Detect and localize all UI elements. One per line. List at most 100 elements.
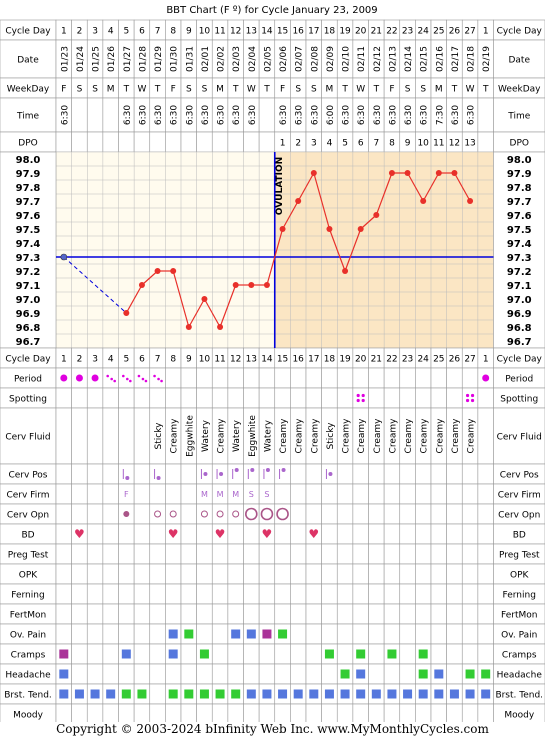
cerv_fluid-cell	[86, 407, 104, 465]
weekday-value: F	[171, 85, 176, 95]
cerv_opn-cell	[399, 503, 416, 525]
date-value: 02/06	[279, 46, 289, 72]
ov_pain-row-label: Ov. Pain	[10, 631, 46, 641]
time-row-label-right: Time	[507, 112, 530, 122]
fertmon-cell	[165, 603, 182, 625]
cramps-mark	[356, 649, 366, 659]
cerv_opn-cell	[55, 503, 72, 525]
cerv-pos-mark	[281, 468, 286, 472]
period-cell	[274, 367, 291, 389]
cycle-day-bottom-value: 8	[170, 355, 176, 365]
cerv_firm-cell	[415, 483, 432, 505]
dpo-cell	[165, 131, 182, 153]
headache-cell	[227, 663, 244, 685]
moody-cell	[368, 703, 385, 725]
temp-point	[404, 170, 411, 176]
cerv_pos-row-label-right: Cerv Pos	[500, 471, 539, 481]
ferning-cell	[149, 583, 166, 605]
y-tick-right: 97.3	[507, 253, 532, 264]
cramps-cell	[149, 643, 166, 665]
dpo-value: 6	[358, 139, 364, 149]
brst_tend-row-label: Brst. Tend.	[4, 691, 52, 701]
opk-cell	[430, 563, 447, 585]
cycle-day-value: 12	[230, 27, 241, 37]
date-value: 02/14	[404, 46, 414, 72]
preg_test-cell	[352, 543, 369, 565]
cerv-fluid-value: Sticky	[326, 422, 336, 450]
spotting-cell	[305, 387, 322, 409]
headache-cell	[305, 663, 322, 685]
cycle-day-value: 19	[339, 27, 351, 37]
time-row-label: Time	[16, 112, 39, 122]
bd-heart-mark: ♥	[262, 527, 273, 541]
date-value: 01/27	[123, 46, 133, 72]
temp-line-segment	[344, 228, 362, 272]
cerv_firm-cell	[102, 483, 119, 505]
cerv-firm-value: F	[124, 490, 129, 499]
brst_tend-mark	[434, 689, 444, 699]
headache-cell	[180, 663, 197, 685]
y-tick-left: 96.7	[16, 337, 41, 348]
headache-cell	[71, 663, 88, 685]
headache-cell	[102, 663, 119, 685]
ferning-cell	[86, 583, 104, 605]
cerv_firm-cell	[55, 483, 72, 505]
observation-rows: Sticky Creamy Eggwhite Watery Creamy Watery Eg…	[59, 374, 491, 699]
cycle-day-value: 23	[402, 27, 413, 37]
headache-cell	[274, 663, 291, 685]
fertmon-cell	[368, 603, 385, 625]
cycle-day-bottom-label-right: Cycle Day	[497, 355, 543, 365]
spotting-mark	[470, 398, 475, 403]
period-cell	[149, 367, 166, 389]
cramps-cell	[430, 643, 447, 665]
cerv-pos-mark	[250, 468, 255, 472]
cerv_firm-cell	[290, 483, 307, 505]
ov_pain-cell	[321, 623, 338, 645]
dpo-value: 2	[295, 139, 301, 149]
spotting-mark	[361, 393, 365, 398]
cramps-row-label: Cramps	[11, 651, 46, 661]
dpo-value: 9	[405, 139, 411, 149]
y-tick-right: 98.0	[507, 155, 532, 166]
opk-cell	[133, 563, 151, 585]
opk-cell	[477, 563, 494, 585]
moody-cell	[321, 703, 338, 725]
period-cell	[430, 367, 447, 389]
headache-mark	[340, 669, 350, 679]
date-value: 02/11	[357, 46, 367, 72]
weekday-value: T	[123, 85, 130, 95]
weekday-value: T	[451, 85, 458, 95]
cerv_opn-cell	[165, 503, 182, 525]
headache-row-label-right: Headache	[497, 671, 543, 681]
y-tick-right: 97.2	[507, 267, 532, 278]
period-row-label-right: Period	[505, 375, 533, 385]
bd-cell	[368, 523, 385, 545]
temp-line-segment	[375, 172, 393, 216]
time-value: 6:30	[295, 105, 305, 125]
date-value: 02/01	[201, 46, 211, 72]
moody-cell	[305, 703, 322, 725]
opk-row-label-right: OPK	[510, 571, 530, 581]
moody-cell	[258, 703, 276, 725]
period-row-label: Period	[14, 375, 42, 385]
cerv_firm-cell	[352, 483, 369, 505]
spotting-cell	[86, 387, 104, 409]
cerv_firm-cell	[149, 483, 166, 505]
cramps-row-label-right: Cramps	[502, 651, 537, 661]
temp-point	[357, 226, 364, 232]
headache-mark	[418, 669, 428, 679]
moody-cell	[180, 703, 197, 725]
time-value: 6:30	[357, 105, 367, 125]
cerv-pos-mark	[328, 472, 333, 476]
cerv_opn-cell	[415, 503, 432, 525]
cramps-mark	[199, 649, 209, 659]
preg_test-cell	[321, 543, 338, 565]
cycle-day-bottom-value: 13	[246, 355, 257, 365]
brst_tend-mark	[293, 689, 303, 699]
temp-point	[263, 282, 270, 288]
date-value: 02/17	[451, 46, 461, 72]
headache-cell	[368, 663, 385, 685]
weekday-value: M	[216, 85, 224, 95]
period-cell	[290, 367, 307, 389]
cerv_pos-cell	[165, 463, 182, 485]
